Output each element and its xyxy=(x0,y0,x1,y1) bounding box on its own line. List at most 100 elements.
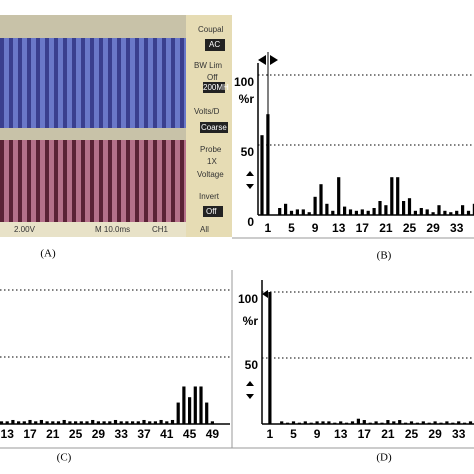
bar xyxy=(165,421,169,424)
bar xyxy=(457,421,461,424)
y-tick-label: 50 xyxy=(241,145,255,159)
caption: (C) xyxy=(57,452,72,464)
bar xyxy=(315,421,319,424)
bar xyxy=(62,419,66,424)
bar xyxy=(193,386,197,424)
status-text: All xyxy=(200,225,209,234)
menu-text: Voltage xyxy=(197,170,224,179)
bar xyxy=(182,386,186,424)
bar xyxy=(368,422,372,424)
bar xyxy=(96,421,100,424)
bar xyxy=(74,421,78,424)
bar xyxy=(278,208,282,215)
bar xyxy=(325,203,329,215)
bar xyxy=(445,421,449,424)
bar xyxy=(466,210,471,215)
bar xyxy=(39,419,43,424)
bar xyxy=(331,210,335,215)
bar xyxy=(321,421,325,424)
x-tick-label: 21 xyxy=(381,427,395,441)
bar xyxy=(437,205,441,215)
x-tick-label: 17 xyxy=(358,427,372,441)
bar xyxy=(301,209,305,215)
bar xyxy=(439,422,443,424)
bar xyxy=(5,421,9,424)
bar xyxy=(392,421,396,424)
bar xyxy=(159,419,163,424)
bar xyxy=(404,422,408,424)
bar xyxy=(390,177,394,215)
bar xyxy=(463,422,467,424)
bar xyxy=(297,422,301,424)
caption: (B) xyxy=(377,250,392,262)
bar xyxy=(303,421,307,424)
bar xyxy=(280,421,284,424)
bar xyxy=(313,196,317,215)
bar xyxy=(398,420,402,424)
bar xyxy=(345,422,349,424)
bar xyxy=(350,421,355,424)
bar xyxy=(337,177,341,215)
menu-text: Probe xyxy=(200,145,222,154)
bar xyxy=(79,421,83,424)
bar xyxy=(119,421,123,424)
bar xyxy=(205,402,209,424)
bar xyxy=(413,210,417,215)
menu-text: BW Lim xyxy=(194,61,222,70)
bar xyxy=(343,206,347,215)
x-tick-label: 25 xyxy=(403,221,417,235)
caption: (A) xyxy=(40,248,56,260)
x-tick-label: 25 xyxy=(405,427,419,441)
bar xyxy=(45,421,49,424)
x-tick-label: 9 xyxy=(312,221,319,235)
y-tick-label: 100 xyxy=(238,292,258,306)
caption: (D) xyxy=(376,452,392,464)
y-tick-label: 100 xyxy=(234,75,254,89)
bar xyxy=(380,422,384,424)
x-tick-label: 41 xyxy=(160,427,174,441)
bar xyxy=(468,421,473,424)
bar xyxy=(348,209,353,215)
menu-text: 1X xyxy=(207,157,217,166)
x-tick-label: 13 xyxy=(332,221,346,235)
y-tick-label: 0 xyxy=(247,215,254,229)
bar xyxy=(17,421,21,424)
bar xyxy=(153,421,157,424)
bar xyxy=(108,421,112,424)
bar xyxy=(284,203,288,215)
bar xyxy=(188,397,192,424)
menu-box xyxy=(205,39,225,51)
bar xyxy=(319,184,323,215)
bar xyxy=(427,422,431,424)
status-bar xyxy=(0,222,186,237)
menu-text: Coarse xyxy=(201,123,227,132)
bar xyxy=(378,201,382,215)
bar xyxy=(260,135,264,215)
bar xyxy=(472,203,474,215)
bar xyxy=(374,421,378,424)
x-tick-label: 9 xyxy=(314,427,321,441)
menu-text: Volts/D xyxy=(194,107,220,116)
x-tick-label: 33 xyxy=(115,427,129,441)
x-tick-label: 33 xyxy=(452,427,466,441)
bar xyxy=(68,421,72,424)
bar xyxy=(289,210,294,215)
menu-box xyxy=(203,82,225,93)
x-tick-label: 29 xyxy=(426,221,440,235)
menu-text: 200MH xyxy=(203,83,229,92)
bar xyxy=(142,419,146,424)
bar xyxy=(268,292,272,424)
bar xyxy=(56,421,61,424)
x-tick-label: 21 xyxy=(379,221,393,235)
bar xyxy=(333,422,337,424)
x-tick-label: 33 xyxy=(450,221,464,235)
menu-text: Invert xyxy=(199,192,220,201)
bar xyxy=(148,421,152,424)
menu-text: AC xyxy=(209,40,220,49)
bar xyxy=(443,210,447,215)
x-tick-label: 29 xyxy=(428,427,442,441)
bar xyxy=(22,421,26,424)
bar xyxy=(295,209,299,215)
